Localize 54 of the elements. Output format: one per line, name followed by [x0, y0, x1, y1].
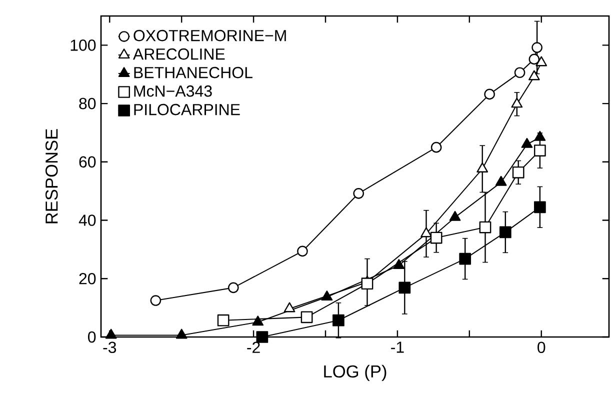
y-tick-label: 0 [88, 331, 96, 343]
point [228, 282, 239, 294]
point [484, 88, 495, 100]
point [353, 188, 364, 199]
point [430, 232, 442, 244]
point [534, 201, 546, 214]
point [361, 278, 374, 290]
point [534, 144, 546, 156]
point [321, 290, 333, 301]
point [528, 54, 540, 65]
x-tick-label: 0 [538, 342, 546, 354]
point [217, 314, 230, 326]
legend-label: McN−A343 [134, 85, 212, 97]
point [256, 331, 268, 343]
point [534, 130, 546, 141]
point [479, 221, 492, 234]
point [536, 56, 548, 66]
legend-label: OXOTREMORINE−M [134, 30, 286, 42]
legend-label: PILOCARPINE [134, 104, 240, 116]
y-tick-label: 60 [79, 156, 96, 168]
point [393, 259, 405, 270]
point [284, 302, 296, 312]
point [398, 282, 411, 294]
point [514, 67, 526, 78]
y-tick-label: 100 [70, 40, 96, 51]
point [150, 295, 162, 306]
point [252, 316, 264, 326]
y-tick-label: 40 [78, 214, 96, 226]
legend-label: ARECOLINE [132, 48, 225, 60]
point [532, 42, 542, 53]
x-tick-label: -3 [103, 342, 116, 354]
point [430, 142, 442, 153]
point [511, 98, 523, 108]
y-axis-title: RESPONSE [46, 129, 58, 224]
point [300, 311, 313, 324]
point [332, 314, 344, 326]
point [476, 162, 488, 172]
point [512, 166, 524, 178]
point [495, 176, 507, 186]
point [420, 227, 432, 238]
x-tick-label: -2 [247, 342, 260, 353]
point [459, 252, 472, 265]
y-tick-label: 20 [79, 272, 96, 284]
point [528, 70, 540, 80]
x-axis-title: LOG (P) [324, 364, 386, 382]
legend-label: BETHANECHOL [134, 66, 252, 78]
point [449, 210, 461, 221]
y-tick-label: 80 [79, 98, 96, 110]
x-tick-label: -1 [391, 342, 404, 353]
point [499, 226, 512, 238]
point [297, 246, 308, 257]
point [176, 328, 188, 339]
point [521, 138, 533, 148]
point [105, 328, 117, 339]
